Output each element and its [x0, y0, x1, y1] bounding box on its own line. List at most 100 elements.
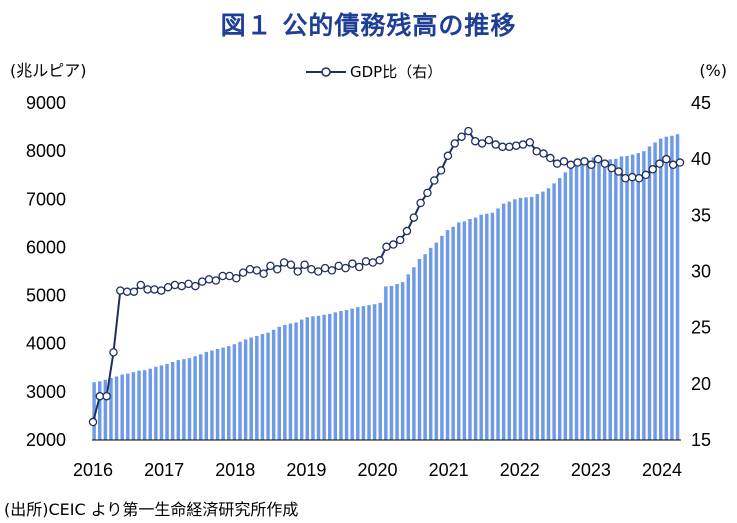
- bar: [114, 376, 119, 440]
- line-point: [143, 285, 152, 294]
- bar: [501, 203, 506, 440]
- line-point: [389, 240, 398, 249]
- bar: [557, 178, 562, 440]
- line-point: [675, 158, 685, 167]
- bar: [625, 155, 629, 440]
- bar: [614, 158, 618, 440]
- bar: [299, 319, 304, 440]
- line-point: [361, 257, 371, 266]
- line-point: [587, 160, 596, 170]
- line-point: [368, 258, 378, 267]
- line-point: [621, 174, 630, 183]
- line-point: [470, 136, 480, 146]
- bar: [154, 366, 158, 440]
- bar: [249, 337, 253, 440]
- bar: [457, 222, 461, 440]
- line-point: [395, 235, 405, 245]
- bar: [490, 212, 495, 440]
- x-tick-label: 2021: [429, 460, 469, 480]
- line-point: [641, 170, 651, 180]
- left-tick-label: 2000: [26, 430, 66, 450]
- right-axis-unit: (%): [699, 61, 727, 80]
- bar: [496, 208, 500, 440]
- bar: [109, 377, 113, 440]
- bar: [552, 183, 556, 440]
- line-point: [614, 167, 623, 176]
- bar: [384, 286, 388, 440]
- line-point: [518, 140, 528, 149]
- x-tick-label: 2024: [642, 460, 682, 480]
- bar: [165, 363, 169, 440]
- line-point: [382, 242, 391, 252]
- bar: [445, 230, 450, 440]
- bar: [395, 284, 399, 440]
- bar: [294, 322, 298, 440]
- line-point: [238, 268, 248, 277]
- line-point: [225, 271, 234, 281]
- legend-label-gdp-ratio: GDP比（右）: [350, 63, 442, 81]
- line-point: [184, 279, 193, 289]
- bar: [176, 360, 181, 440]
- bar: [608, 159, 612, 440]
- bar: [479, 214, 483, 440]
- bar: [361, 306, 366, 440]
- x-axis: 2016 2017 2018 2019 2020 2021 2022 2023 2024: [73, 460, 682, 480]
- legend-marker-icon: [321, 67, 331, 77]
- line-point: [607, 163, 616, 173]
- bar: [344, 310, 349, 440]
- bar: [305, 317, 310, 440]
- bar: [597, 156, 601, 441]
- line-point: [177, 281, 186, 291]
- line-point: [546, 153, 555, 163]
- source-note: (出所)CEIC より第一生命経済研究所作成: [4, 500, 299, 519]
- line-point: [484, 135, 494, 145]
- bar: [266, 332, 270, 440]
- bar: [193, 356, 197, 440]
- line-point: [464, 126, 473, 136]
- bar: [170, 362, 175, 440]
- line-point: [375, 256, 384, 265]
- bar: [227, 346, 231, 440]
- line-point: [505, 142, 514, 152]
- bar: [406, 274, 411, 440]
- line-point: [655, 159, 664, 168]
- line-point: [532, 147, 541, 156]
- bar: [473, 217, 478, 440]
- x-tick-label: 2023: [571, 460, 611, 480]
- line-point: [191, 281, 200, 291]
- line-point: [122, 287, 132, 296]
- line-point: [354, 262, 364, 272]
- line-point: [218, 271, 227, 281]
- bar: [546, 188, 551, 440]
- legend: GDP比（右）: [306, 63, 442, 81]
- bar: [580, 161, 584, 440]
- bar: [148, 368, 152, 440]
- line-point: [498, 142, 507, 152]
- line-point: [136, 280, 146, 290]
- line-point: [102, 391, 111, 401]
- left-axis-unit: (兆ルピア): [10, 61, 87, 80]
- line-point: [593, 154, 603, 164]
- right-tick-label: 40: [691, 149, 711, 169]
- line-point: [436, 166, 446, 175]
- line-point: [648, 165, 657, 174]
- bar: [412, 267, 416, 440]
- line-point: [450, 139, 460, 148]
- bar: [658, 138, 663, 440]
- bar: [451, 226, 455, 440]
- line-point: [129, 287, 139, 296]
- bar: [462, 221, 467, 440]
- line-point: [320, 263, 330, 273]
- line-point: [430, 176, 439, 185]
- line-point: [327, 266, 337, 275]
- line-point: [259, 269, 268, 278]
- right-tick-label: 25: [691, 318, 711, 338]
- line-point: [539, 149, 548, 158]
- bar: [529, 196, 534, 440]
- right-tick-label: 35: [691, 205, 711, 225]
- chart-title: 図１ 公的債務残高の推移: [220, 11, 517, 40]
- bar: [675, 134, 680, 441]
- bar: [423, 254, 427, 440]
- line-point: [273, 264, 282, 274]
- line-point: [266, 261, 275, 271]
